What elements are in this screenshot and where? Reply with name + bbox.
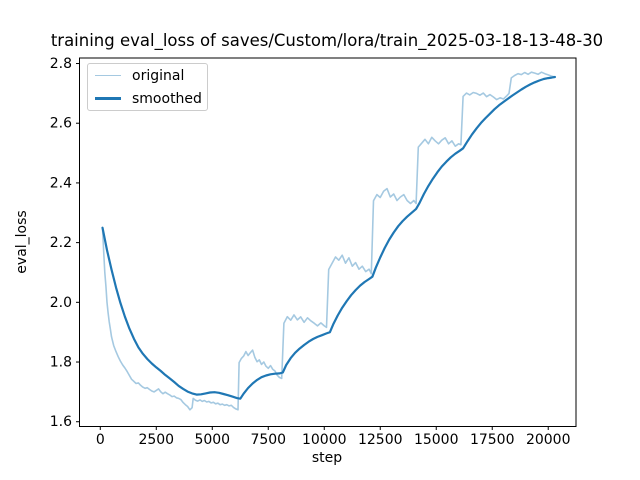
y-axis-label: eval_loss — [14, 210, 30, 273]
y-tick-label: 2.2 — [50, 235, 72, 251]
x-tick-label: 17500 — [470, 432, 515, 448]
original-line — [101, 71, 556, 411]
x-tick-label: 15000 — [414, 432, 459, 448]
smoothed-line — [101, 75, 557, 400]
x-tick-label: 7500 — [250, 432, 286, 448]
x-tick-label: 20000 — [526, 432, 571, 448]
original-line-swatch — [95, 74, 121, 77]
legend-label-smoothed: smoothed — [132, 90, 202, 107]
y-tick-label: 2.8 — [50, 56, 72, 72]
axes-spines — [79, 57, 577, 427]
legend-row-smoothed: smoothed — [95, 90, 202, 107]
x-tick-label: 0 — [96, 432, 105, 448]
y-tick-label: 1.8 — [50, 355, 72, 371]
x-axis-label: step — [312, 450, 342, 466]
plot-area: 0 2500 5000 7500 10000 12500 15000 17500 20000 1.… — [50, 56, 577, 448]
smoothed-line-swatch — [95, 97, 121, 100]
legend: original smoothed — [87, 63, 208, 111]
legend-row-original: original — [95, 68, 199, 84]
chart-title: training eval_loss of saves/Custom/lora/… — [51, 31, 603, 51]
x-tick-label: 10000 — [302, 432, 347, 448]
y-tick-label: 1.6 — [50, 414, 72, 430]
y-tick-label: 2.4 — [50, 175, 72, 191]
y-tick-label: 2.0 — [50, 295, 72, 311]
legend-label-original: original — [132, 67, 185, 84]
y-tick-label: 2.6 — [50, 116, 72, 132]
x-tick-label: 5000 — [194, 432, 230, 448]
x-tick-label: 2500 — [138, 432, 174, 448]
x-tick-label: 12500 — [358, 432, 403, 448]
